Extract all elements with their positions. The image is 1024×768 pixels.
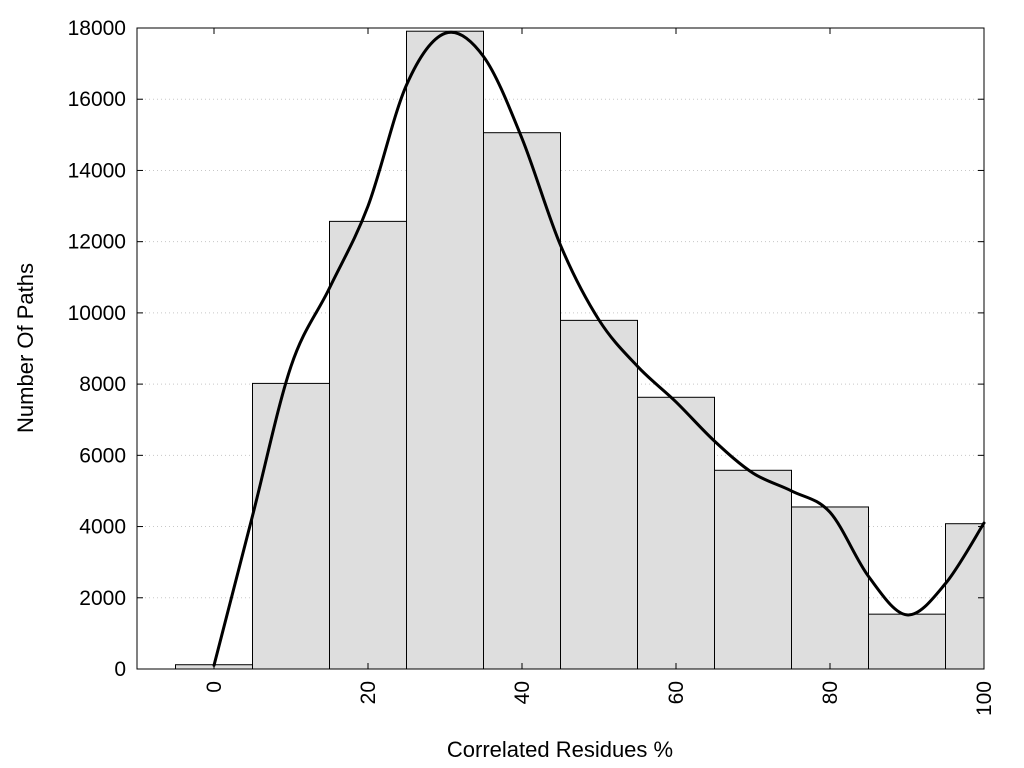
y-tick-label: 8000: [79, 373, 126, 396]
bar: [945, 523, 985, 670]
y-tick-label: 6000: [79, 444, 126, 467]
bar: [637, 396, 715, 670]
y-axis-label: Number Of Paths: [13, 263, 38, 433]
y-tick-label: 0: [114, 658, 126, 681]
y-tick-label: 10000: [68, 302, 126, 325]
y-tick-label: 18000: [68, 17, 126, 40]
bar: [406, 30, 484, 670]
x-tick-label: 40: [511, 681, 534, 704]
plot-frame: [136, 27, 985, 670]
bar: [560, 319, 638, 670]
y-tick-label: 12000: [68, 231, 126, 254]
bar: [791, 506, 869, 670]
bar: [714, 469, 792, 670]
x-axis-ticks: 0 20 40 60 80 100: [203, 28, 996, 716]
x-tick-label: 80: [819, 681, 842, 704]
y-tick-label: 2000: [79, 587, 126, 610]
x-tick-label: 100: [973, 681, 996, 716]
y-tick-label: 14000: [68, 159, 126, 182]
x-axis-label: Correlated Residues %: [447, 737, 673, 762]
x-tick-label: 20: [357, 681, 380, 704]
x-tick-label: 0: [203, 681, 226, 693]
bar: [329, 220, 407, 670]
bar: [868, 613, 946, 670]
bar: [252, 382, 330, 670]
y-tick-label: 4000: [79, 516, 126, 539]
trend-curve: [212, 30, 986, 667]
x-tick-label: 60: [665, 681, 688, 704]
bar: [483, 132, 561, 670]
y-axis-ticks: 0 2000 4000 6000 8000 10000 12000 14000 16000 180…: [68, 17, 984, 681]
density-curve: [212, 30, 986, 667]
y-tick-label: 16000: [68, 88, 126, 111]
